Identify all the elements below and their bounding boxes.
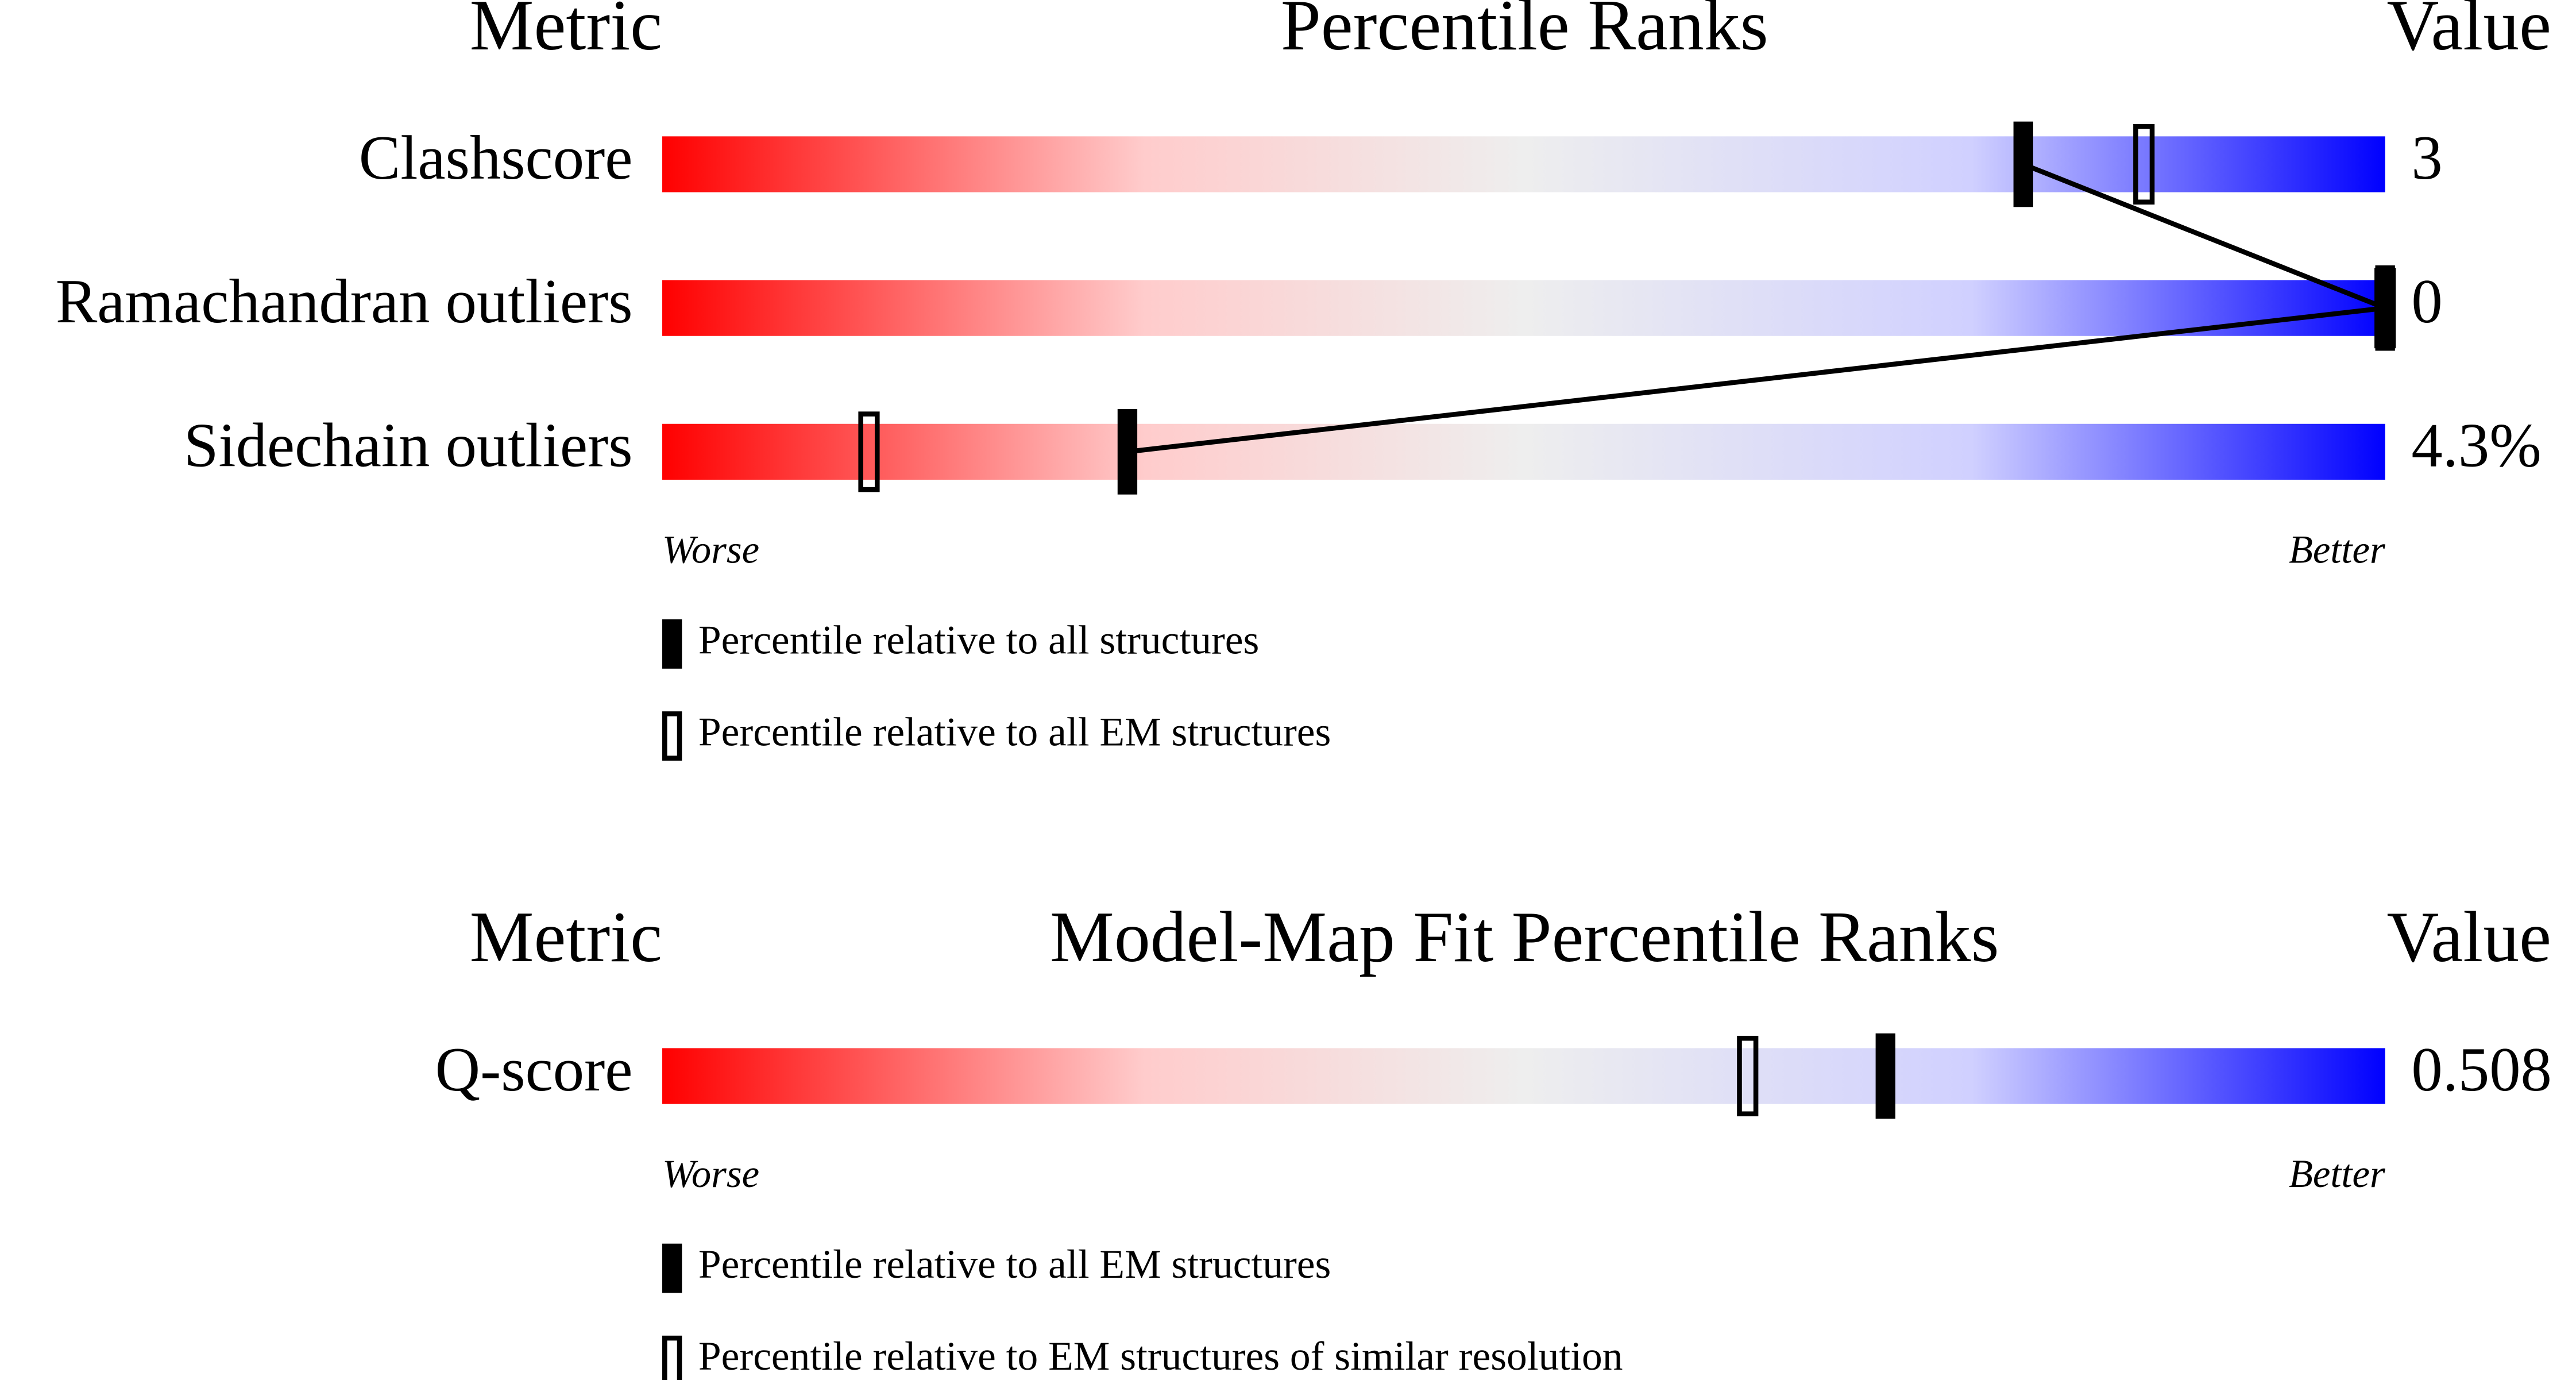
legend-swatch xyxy=(662,1335,682,1380)
percentile-marker-open xyxy=(1737,1035,1759,1117)
metric-header: Metric xyxy=(470,0,662,65)
legend-label: Percentile relative to all structures xyxy=(698,617,1259,662)
legend-label: Percentile relative to EM structures of … xyxy=(698,1333,1623,1379)
legend-label: Percentile relative to all EM structures xyxy=(698,1242,1331,1287)
legend-swatch xyxy=(662,1243,682,1293)
metric-label: Sidechain outliers xyxy=(184,410,633,480)
better-label: Better xyxy=(2289,1152,2385,1196)
percentile-marker xyxy=(1117,409,1138,495)
metric-label: Q-score xyxy=(435,1035,633,1104)
percentile-bar xyxy=(662,136,2385,192)
percentile-bar xyxy=(662,1048,2385,1104)
worse-label: Worse xyxy=(662,1152,759,1196)
worse-label: Worse xyxy=(662,527,759,571)
metric-value: 0 xyxy=(2411,267,2442,336)
metric-value: 4.3% xyxy=(2411,410,2541,480)
value-header: Value xyxy=(2387,897,2551,977)
percentile-marker-open xyxy=(858,411,880,492)
metric-label: Clashscore xyxy=(359,123,633,192)
legend-label: Percentile relative to all EM structures xyxy=(698,709,1331,754)
metric-value: 0.508 xyxy=(2411,1035,2551,1104)
metric-value: 3 xyxy=(2411,123,2442,192)
legend-swatch xyxy=(662,711,682,761)
chart-title: Percentile Ranks xyxy=(1281,0,1768,65)
percentile-bar xyxy=(662,280,2385,336)
metric-header: Metric xyxy=(470,897,662,977)
percentile-marker xyxy=(1875,1033,1895,1119)
percentile-marker-open xyxy=(2133,124,2155,205)
better-label: Better xyxy=(2289,527,2385,571)
value-header: Value xyxy=(2387,0,2551,65)
percentile-bar xyxy=(662,423,2385,480)
metric-label: Ramachandran outliers xyxy=(56,267,633,336)
legend-swatch xyxy=(662,619,682,669)
chart-title: Model-Map Fit Percentile Ranks xyxy=(1050,897,1999,977)
percentile-marker xyxy=(2375,265,2395,351)
percentile-marker xyxy=(2013,121,2033,207)
